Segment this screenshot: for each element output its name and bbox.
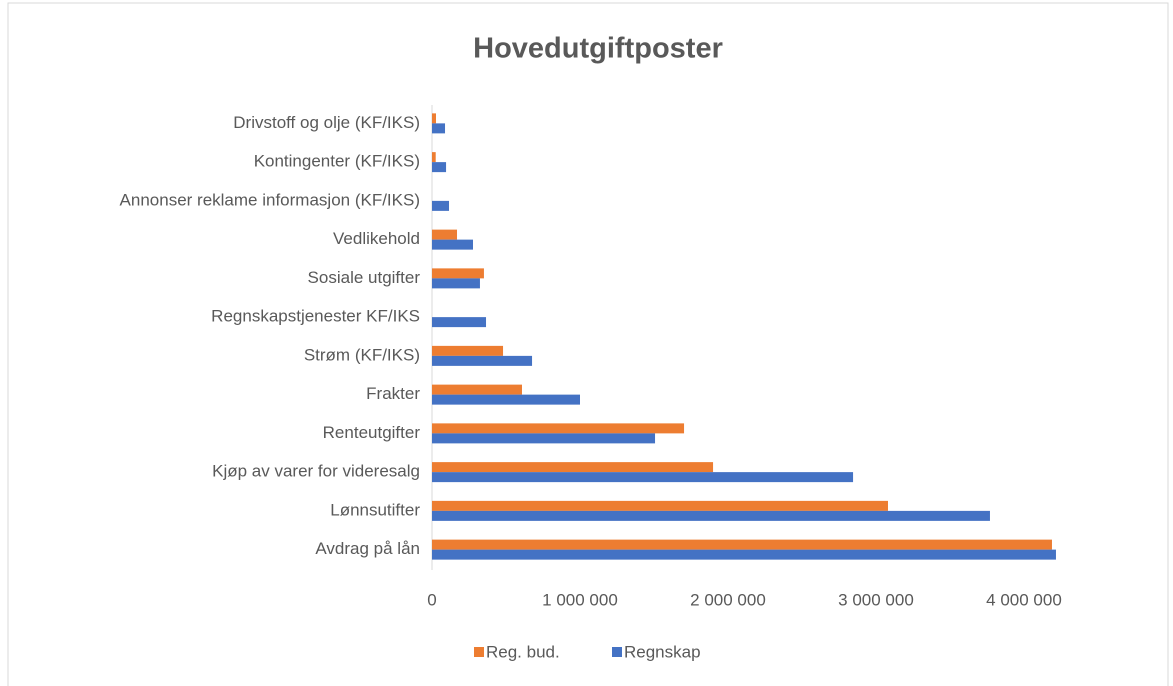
y-tick-label: Renteutgifter	[323, 423, 421, 442]
legend-swatch	[474, 647, 484, 657]
chart-title: Hovedutgiftposter	[473, 33, 723, 65]
bar	[432, 152, 436, 163]
bar	[432, 510, 990, 521]
legend-label: Reg. bud.	[486, 642, 560, 661]
bar	[432, 462, 714, 473]
bar	[432, 278, 480, 289]
legend-swatch	[612, 647, 622, 657]
bar	[432, 423, 685, 434]
x-tick-label: 2 000 000	[690, 590, 766, 609]
y-tick-label: Sosiale utgifter	[308, 268, 421, 287]
bar	[432, 500, 888, 511]
bar	[432, 539, 1052, 550]
bar	[432, 355, 533, 366]
legend-label: Regnskap	[624, 642, 701, 661]
bar	[432, 200, 450, 211]
y-tick-label: Regnskapstjenester KF/IKS	[211, 307, 420, 326]
bar	[432, 394, 580, 405]
y-tick-label: Drivstoff og olje (KF/IKS)	[233, 113, 420, 132]
bar	[432, 472, 854, 483]
bar	[432, 268, 484, 279]
x-tick-label: 0	[427, 590, 436, 609]
chart-frame	[7, 2, 1169, 686]
y-tick-label: Vedlikehold	[333, 229, 420, 248]
bar	[432, 239, 473, 250]
y-tick-label: Avdrag på lån	[315, 539, 420, 558]
x-tick-label: 4 000 000	[986, 590, 1062, 609]
bar	[432, 317, 487, 328]
x-tick-label: 3 000 000	[838, 590, 914, 609]
bar	[432, 113, 436, 124]
bar	[432, 123, 446, 134]
bar	[432, 345, 504, 356]
y-tick-label: Kontingenter (KF/IKS)	[254, 152, 420, 171]
bar	[432, 162, 447, 173]
y-tick-label: Frakter	[366, 384, 420, 403]
bar	[432, 433, 656, 444]
y-tick-label: Lønnsutifter	[330, 500, 420, 519]
x-tick-label: 1 000 000	[542, 590, 618, 609]
y-tick-label: Annonser reklame informasjon (KF/IKS)	[120, 190, 420, 209]
bar	[432, 384, 522, 395]
y-tick-label: Kjøp av varer for videresalg	[212, 462, 420, 481]
bar	[432, 229, 458, 240]
y-tick-label: Strøm (KF/IKS)	[304, 345, 420, 364]
bar	[432, 549, 1056, 560]
